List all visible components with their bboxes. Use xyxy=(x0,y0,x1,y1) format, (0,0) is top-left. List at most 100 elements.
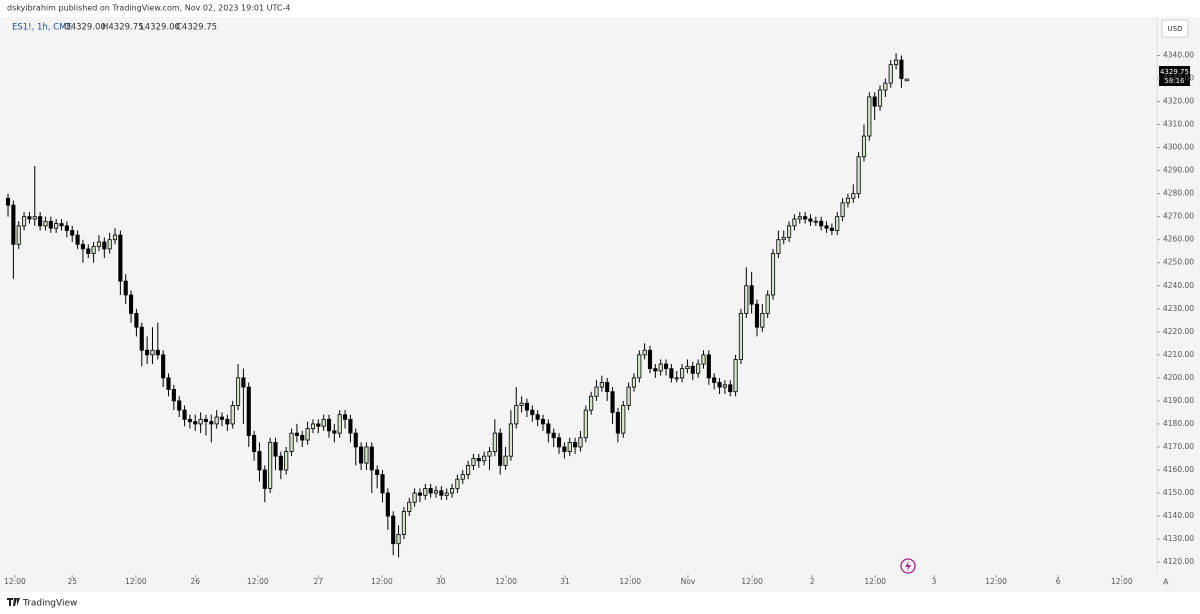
candle-body xyxy=(471,458,476,466)
y-tick-label: 4250.00 xyxy=(1163,258,1194,267)
x-tick-label: 2 xyxy=(810,577,815,586)
candle-body xyxy=(872,96,877,107)
candle-body xyxy=(150,349,155,356)
candle-body xyxy=(262,469,267,489)
candle-body xyxy=(455,478,460,489)
candle-body xyxy=(310,423,316,429)
footer-brand: TradingView xyxy=(22,599,77,609)
candle-body xyxy=(22,216,27,227)
x-tick-label: 30 xyxy=(436,577,446,586)
candle-body xyxy=(59,223,64,227)
candle-body xyxy=(412,492,417,503)
candle-body xyxy=(449,488,455,494)
candle-body xyxy=(819,220,824,227)
candle-body xyxy=(519,402,524,406)
candle-body xyxy=(112,234,118,241)
candle-body xyxy=(96,241,102,248)
candle-body xyxy=(145,349,150,356)
currency-button[interactable] xyxy=(1161,19,1189,38)
candle-body xyxy=(856,156,861,195)
candle-body xyxy=(605,382,610,393)
candle-body xyxy=(80,243,85,250)
y-tick-label: 4180.00 xyxy=(1163,419,1194,428)
candle-body xyxy=(835,216,840,231)
candle-body xyxy=(567,441,572,452)
candle-body xyxy=(760,312,765,328)
candle-body xyxy=(744,285,749,314)
candle-body xyxy=(904,78,909,82)
candle-body xyxy=(556,437,562,448)
candle-body xyxy=(589,395,594,411)
candle-body xyxy=(546,423,551,434)
candle-body xyxy=(428,488,433,494)
candle-body xyxy=(177,400,182,411)
candle-body xyxy=(252,435,257,452)
candle-body xyxy=(562,446,567,452)
candle-body xyxy=(219,416,225,420)
candle-body xyxy=(770,253,776,296)
y-tick-label: 4240.00 xyxy=(1163,281,1194,290)
candle-body xyxy=(43,220,48,227)
candle-body xyxy=(797,216,802,220)
candle-body xyxy=(278,455,283,471)
price-tag-value: 4329.75 xyxy=(1160,68,1189,76)
y-tick-label: 4120.00 xyxy=(1163,557,1194,566)
x-tick-label: 12:00 xyxy=(371,577,393,586)
candle-body xyxy=(642,349,647,356)
candle-body xyxy=(808,218,813,222)
x-tick-label: 3 xyxy=(932,577,937,586)
candle-body xyxy=(369,446,374,471)
candle-body xyxy=(182,409,187,420)
candle-body xyxy=(706,354,711,379)
candle-body xyxy=(685,365,690,370)
candle-body xyxy=(48,220,53,229)
candle-body xyxy=(535,414,540,420)
candle-body xyxy=(134,312,139,328)
y-tick-label: 4300.00 xyxy=(1163,143,1194,152)
candle-body xyxy=(353,432,358,448)
candle-body xyxy=(637,354,642,379)
candle-body xyxy=(38,216,43,227)
x-tick-label: 12:00 xyxy=(495,577,517,586)
y-tick-label: 4140.00 xyxy=(1163,511,1194,520)
candle-body xyxy=(193,421,198,425)
x-tick-label: 6 xyxy=(1056,577,1061,586)
candle-body xyxy=(867,96,872,137)
candle-body xyxy=(375,469,380,475)
symbol: ES1!, 1h, CME xyxy=(12,23,72,33)
candle-body xyxy=(487,451,492,457)
candle-body xyxy=(803,216,808,220)
y-tick-label: 4160.00 xyxy=(1163,465,1194,474)
candle-body xyxy=(631,377,636,388)
y-tick-label: 4310.00 xyxy=(1163,120,1194,129)
candle-body xyxy=(754,303,760,328)
candle-body xyxy=(407,501,412,512)
currency[interactable]: USD xyxy=(1168,25,1183,33)
candle-body xyxy=(540,418,546,425)
candle-body xyxy=(578,437,583,448)
x-tick-label: 25 xyxy=(67,577,77,586)
flash-icon[interactable] xyxy=(900,558,916,574)
candle-body xyxy=(86,248,91,254)
candle-body xyxy=(225,418,230,425)
candle-body xyxy=(91,246,96,254)
candle-body xyxy=(696,363,701,374)
candle-body xyxy=(300,435,305,441)
plot-background xyxy=(0,17,1200,592)
candle-body xyxy=(326,418,332,432)
publisher: dskyibrahim published on TradingView.com… xyxy=(7,4,290,13)
candle-body xyxy=(508,423,513,457)
auto-scale[interactable]: A xyxy=(1163,578,1169,587)
candle-body xyxy=(107,239,112,250)
candle-body xyxy=(444,492,449,496)
candle-body xyxy=(342,414,348,420)
candle-body xyxy=(840,202,845,218)
candle-body xyxy=(32,216,37,220)
candle-body xyxy=(610,391,615,413)
candle-body xyxy=(171,388,176,402)
candle-body xyxy=(294,432,299,436)
candle-body xyxy=(792,218,797,227)
candle-body xyxy=(765,294,770,314)
candle-body xyxy=(284,451,289,471)
candle-body xyxy=(621,405,626,434)
